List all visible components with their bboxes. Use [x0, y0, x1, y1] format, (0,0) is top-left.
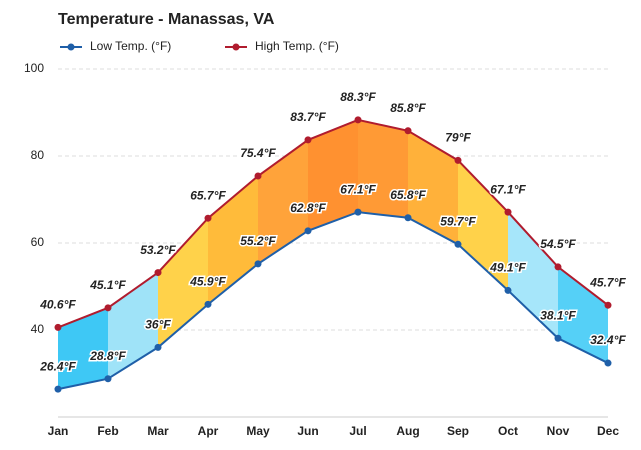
band — [358, 119, 408, 218]
point — [254, 172, 262, 180]
value-label: 54.5°F — [540, 237, 576, 251]
point — [404, 214, 412, 222]
value-label: 59.7°F — [440, 214, 476, 228]
legend-marker — [232, 43, 240, 51]
value-label: 26.4°F — [39, 359, 76, 373]
value-label: 49.1°F — [489, 261, 526, 275]
y-tick-label: 100 — [24, 61, 44, 75]
value-label: 53.2°F — [140, 243, 176, 257]
point — [454, 156, 462, 164]
point — [604, 301, 612, 309]
value-label: 79°F — [445, 131, 471, 145]
point — [54, 323, 62, 331]
legend-label: High Temp. (°F) — [255, 39, 339, 53]
value-label: 45.7°F — [589, 275, 626, 289]
point — [154, 269, 162, 277]
value-label: 40.6°F — [39, 298, 76, 312]
x-tick-label: Mar — [147, 424, 169, 438]
band — [558, 266, 608, 364]
value-label: 55.2°F — [240, 234, 276, 248]
y-tick-label: 40 — [31, 322, 45, 336]
x-tick-label: Sep — [447, 424, 469, 438]
point — [104, 375, 112, 383]
band — [458, 160, 508, 291]
point — [104, 304, 112, 312]
point — [154, 343, 162, 351]
value-label: 45.9°F — [189, 275, 226, 289]
value-label: 32.4°F — [590, 333, 626, 347]
band — [158, 218, 208, 348]
point — [54, 385, 62, 393]
point — [204, 300, 212, 308]
band — [258, 139, 308, 264]
value-label: 36°F — [145, 318, 171, 332]
point — [554, 263, 562, 271]
value-label: 62.8°F — [290, 201, 326, 215]
value-label: 75.4°F — [240, 146, 276, 160]
value-label: 65.7°F — [190, 188, 226, 202]
x-tick-label: Apr — [198, 424, 219, 438]
x-tick-label: Dec — [597, 424, 619, 438]
x-tick-label: Feb — [97, 424, 118, 438]
point — [504, 208, 512, 216]
point — [354, 208, 362, 216]
x-tick-label: Aug — [396, 424, 419, 438]
legend-label: Low Temp. (°F) — [90, 39, 171, 53]
band — [308, 119, 358, 231]
value-label: 65.8°F — [390, 188, 426, 202]
point — [204, 214, 212, 222]
point — [454, 240, 462, 248]
point — [354, 116, 362, 124]
value-label: 88.3°F — [340, 90, 376, 104]
value-label: 85.8°F — [390, 101, 426, 115]
value-label: 38.1°F — [540, 308, 576, 322]
value-label: 67.1°F — [340, 182, 376, 196]
x-tick-label: Nov — [547, 424, 570, 438]
x-tick-label: Jan — [48, 424, 69, 438]
point — [254, 260, 262, 268]
point — [554, 334, 562, 342]
point — [304, 227, 312, 235]
y-tick-label: 60 — [31, 235, 45, 249]
value-label: 45.1°F — [89, 278, 126, 292]
legend-marker — [67, 43, 75, 51]
value-label: 83.7°F — [290, 110, 326, 124]
series-line — [57, 118, 609, 329]
chart-title: Temperature - Manassas, VA — [58, 11, 275, 28]
band — [508, 212, 558, 339]
value-label: 67.1°F — [490, 182, 526, 196]
band — [408, 130, 458, 245]
point — [304, 136, 312, 144]
x-tick-label: Oct — [498, 424, 518, 438]
x-tick-label: Jul — [349, 424, 366, 438]
x-tick-label: May — [246, 424, 270, 438]
point — [604, 359, 612, 367]
y-tick-label: 80 — [31, 148, 45, 162]
band — [58, 307, 108, 390]
point — [404, 127, 412, 135]
point — [504, 286, 512, 294]
value-label: 28.8°F — [89, 349, 126, 363]
x-tick-label: Jun — [297, 424, 318, 438]
series-line — [57, 211, 609, 391]
